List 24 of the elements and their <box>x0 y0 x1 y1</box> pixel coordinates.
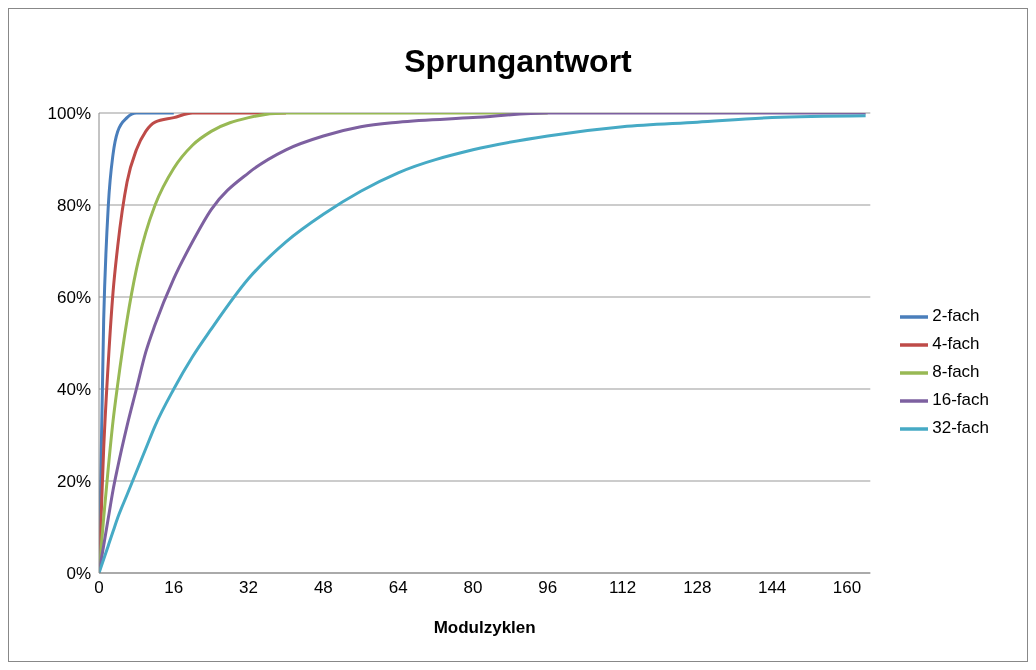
y-tick-label: 20% <box>56 472 91 492</box>
x-tick-label: 64 <box>388 578 408 598</box>
x-tick-label: 80 <box>463 578 483 598</box>
x-tick-label: 16 <box>164 578 184 598</box>
x-tick-label: 160 <box>832 578 862 598</box>
legend-label: 2-fach <box>932 306 980 326</box>
x-tick-label: 0 <box>94 578 104 598</box>
x-tick-label: 32 <box>239 578 259 598</box>
x-tick-label: 96 <box>538 578 558 598</box>
chart-title: Sprungantwort <box>403 43 633 81</box>
legend-label: 16-fach <box>932 390 989 410</box>
y-tick-label: 80% <box>56 196 91 216</box>
y-tick-label: 0% <box>66 564 91 584</box>
x-tick-label: 144 <box>757 578 787 598</box>
legend-label: 4-fach <box>932 334 980 354</box>
x-tick-label: 48 <box>313 578 333 598</box>
y-tick-label: 60% <box>56 288 91 308</box>
y-tick-label: 40% <box>56 380 91 400</box>
x-tick-label: 128 <box>683 578 712 598</box>
legend-label: 8-fach <box>932 362 980 382</box>
x-tick-label: 112 <box>608 578 637 598</box>
legend-label: 32-fach <box>932 418 989 438</box>
y-tick-label: 100% <box>47 104 91 124</box>
x-axis-title: Modulzyklen <box>433 618 536 637</box>
